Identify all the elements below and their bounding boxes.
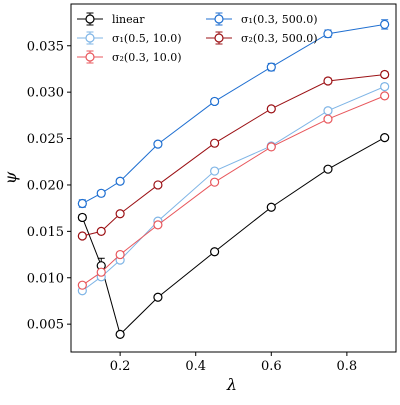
data-point bbox=[115, 249, 125, 260]
legend-marker bbox=[85, 14, 95, 24]
data-point bbox=[115, 176, 125, 186]
data-point bbox=[77, 280, 87, 290]
legend-item-2: σ₂(0.3, 10.0) bbox=[77, 50, 181, 64]
data-point bbox=[380, 69, 390, 80]
data-point bbox=[266, 202, 276, 212]
data-point bbox=[323, 29, 333, 39]
legend-marker bbox=[85, 33, 95, 43]
legend-item-4: σ₂(0.3, 500.0) bbox=[206, 31, 317, 45]
data-point bbox=[323, 164, 333, 174]
legend-item-1: σ₁(0.5, 10.0) bbox=[77, 31, 181, 45]
x-tick-label: 0.6 bbox=[261, 359, 282, 374]
series-line bbox=[82, 74, 385, 237]
y-tick-label: 0.020 bbox=[27, 178, 64, 193]
data-point bbox=[266, 62, 276, 72]
data-point bbox=[153, 292, 163, 302]
data-point bbox=[380, 91, 390, 101]
series-0 bbox=[77, 133, 390, 339]
y-tick-label: 0.015 bbox=[27, 225, 64, 240]
legend: linear σ₁(0.5, 10.0) σ₂(0.3, 10.0) σ₁(0.3, … bbox=[77, 12, 317, 64]
data-point bbox=[96, 188, 106, 198]
series-line bbox=[82, 86, 385, 292]
data-point bbox=[77, 231, 87, 241]
series-2 bbox=[77, 91, 390, 290]
legend-marker bbox=[85, 52, 95, 62]
data-point bbox=[266, 104, 276, 114]
data-point bbox=[380, 81, 390, 92]
x-axis-label: λ bbox=[226, 375, 237, 394]
data-point bbox=[153, 139, 163, 149]
y-tick-label: 0.010 bbox=[27, 271, 64, 286]
series-1 bbox=[77, 81, 390, 296]
x-tick-label: 0.2 bbox=[110, 359, 131, 374]
series-line bbox=[82, 95, 385, 286]
data-point bbox=[323, 114, 333, 124]
series-3 bbox=[77, 19, 390, 209]
legend-label: σ₁(0.3, 500.0) bbox=[241, 13, 317, 26]
data-point bbox=[153, 220, 163, 230]
axes: 0.2 0.4 0.6 0.8 0.005 0.010 0.015 0.020 0.025 0.0… bbox=[27, 3, 397, 374]
legend-item-3: σ₁(0.3, 500.0) bbox=[206, 12, 317, 26]
data-point bbox=[323, 76, 333, 86]
x-tick-label: 0.4 bbox=[185, 359, 206, 374]
series-4 bbox=[77, 69, 390, 241]
data-point bbox=[210, 138, 220, 148]
data-point bbox=[77, 212, 87, 223]
data-point bbox=[153, 180, 163, 190]
data-point bbox=[266, 142, 276, 152]
data-point bbox=[77, 198, 87, 209]
y-tick-label: 0.025 bbox=[27, 132, 64, 147]
data-point bbox=[115, 329, 125, 339]
legend-item-0: linear bbox=[77, 12, 145, 26]
data-point bbox=[380, 19, 390, 30]
series-line bbox=[81, 137, 385, 336]
y-tick-label: 0.035 bbox=[27, 39, 64, 54]
legend-marker bbox=[214, 14, 224, 24]
legend-label: linear bbox=[112, 13, 145, 26]
data-point bbox=[210, 96, 220, 107]
legend-label: σ₂(0.3, 500.0) bbox=[241, 32, 317, 45]
data-point bbox=[115, 209, 125, 219]
y-axis-label: ψ bbox=[1, 171, 20, 184]
data-point bbox=[323, 106, 333, 116]
axes-frame bbox=[70, 3, 397, 353]
legend-label: σ₂(0.3, 10.0) bbox=[112, 51, 181, 64]
y-tick-label: 0.030 bbox=[27, 86, 64, 101]
data-point bbox=[210, 166, 220, 176]
x-tick-label: 0.8 bbox=[337, 359, 358, 374]
legend-label: σ₁(0.5, 10.0) bbox=[112, 32, 181, 45]
legend-marker bbox=[214, 33, 224, 43]
data-point bbox=[96, 267, 106, 277]
data-point bbox=[210, 177, 220, 187]
data-point bbox=[210, 247, 220, 257]
data-point bbox=[380, 133, 390, 143]
y-tick-label: 0.005 bbox=[27, 318, 64, 333]
data-point bbox=[96, 226, 106, 236]
plot-area bbox=[77, 19, 390, 339]
